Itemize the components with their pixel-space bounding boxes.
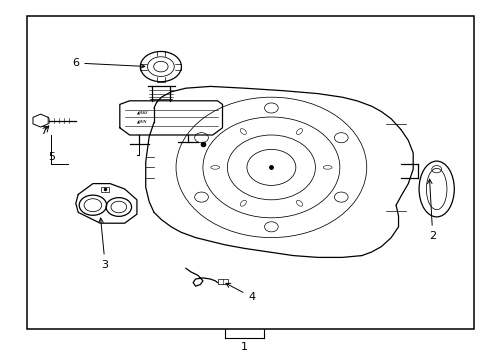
Text: 3: 3 <box>99 218 108 270</box>
Text: 7: 7 <box>41 126 47 136</box>
Text: ▲MAX: ▲MAX <box>137 111 148 114</box>
Text: ▲MIN: ▲MIN <box>137 120 147 123</box>
Bar <box>27 16 473 329</box>
Bar <box>217 279 228 284</box>
Text: 6: 6 <box>72 58 144 68</box>
Text: 5: 5 <box>48 152 55 162</box>
Bar <box>101 187 109 192</box>
Text: 2: 2 <box>427 179 435 241</box>
Text: 4: 4 <box>225 283 255 302</box>
Text: 1: 1 <box>241 342 247 352</box>
